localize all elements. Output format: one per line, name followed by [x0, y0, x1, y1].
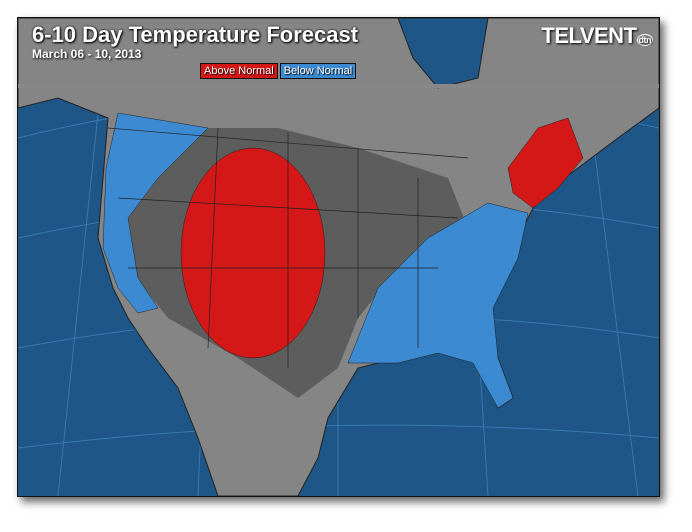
map-title: 6-10 Day Temperature Forecast	[32, 22, 359, 47]
hudson-bay	[397, 18, 489, 89]
above-normal-northeast	[507, 117, 584, 209]
legend: Above Normal Below Normal	[200, 63, 357, 79]
legend-above-normal: Above Normal	[200, 63, 278, 79]
forecast-map-frame: 6-10 Day Temperature Forecast March 06 -…	[17, 17, 660, 497]
forecast-map	[18, 18, 659, 496]
above-normal-central	[180, 147, 326, 359]
header-divider	[18, 84, 659, 88]
state-borders	[107, 127, 469, 368]
legend-below-normal: Below Normal	[279, 63, 357, 79]
below-normal-east	[347, 202, 529, 409]
date-range: March 06 - 10, 2013	[32, 47, 142, 61]
telvent-logo: TELVENT dtn	[541, 23, 653, 48]
below-normal-west	[102, 112, 209, 314]
